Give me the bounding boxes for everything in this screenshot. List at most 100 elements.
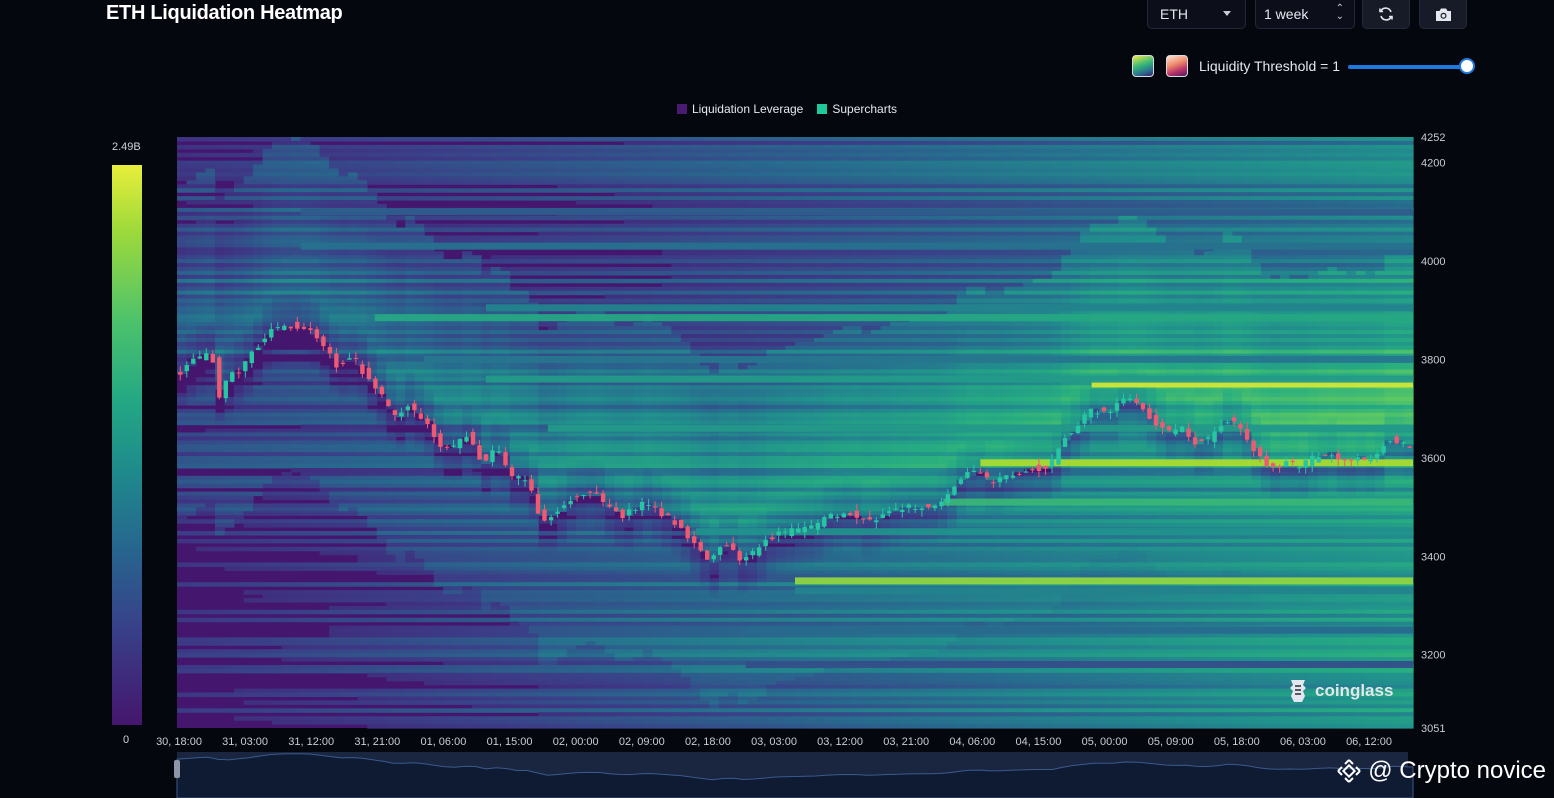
- heat-cell: [376, 286, 387, 292]
- symbol-select[interactable]: ETH: [1147, 0, 1246, 29]
- heat-cell: [471, 144, 482, 150]
- heat-cell: [433, 491, 444, 497]
- heat-cell: [215, 322, 226, 327]
- heat-cell: [196, 499, 207, 504]
- heat-cell: [319, 538, 330, 544]
- heat-cell: [490, 527, 501, 532]
- heat-cell: [433, 475, 444, 481]
- heat-cell: [319, 393, 330, 398]
- liquidity-threshold-slider[interactable]: [1348, 65, 1466, 69]
- heat-cell: [395, 251, 406, 256]
- heat-cell: [253, 337, 264, 343]
- heat-cell: [281, 361, 292, 367]
- heat-cell: [433, 369, 444, 374]
- heat-cell: [386, 570, 397, 575]
- heat-cell: [243, 263, 254, 268]
- heat-cell: [395, 263, 406, 268]
- heat-cell: [177, 314, 188, 319]
- heat-cell: [196, 302, 207, 307]
- heat-cell: [490, 487, 501, 493]
- heat-cell: [386, 598, 397, 603]
- heat-cell: [310, 168, 321, 173]
- heat-cell: [338, 397, 349, 402]
- refresh-button[interactable]: [1362, 0, 1410, 29]
- heat-cell: [471, 534, 482, 540]
- heat-cell: [509, 176, 520, 181]
- heat-cell: [319, 385, 330, 390]
- heat-cell: [215, 259, 226, 264]
- heat-cell: [224, 255, 235, 260]
- heat-cell: [348, 428, 359, 434]
- heat-cell: [224, 152, 235, 158]
- heat-cell: [224, 452, 235, 457]
- heat-cell: [433, 594, 444, 599]
- heat-cell: [281, 641, 292, 646]
- heat-cell: [519, 649, 530, 654]
- heat-cell: [490, 672, 501, 678]
- heat-cell: [433, 144, 444, 150]
- heat-cell: [547, 716, 558, 721]
- heat-cell: [557, 676, 568, 682]
- heat-cell: [310, 507, 321, 512]
- heat-cell: [528, 601, 539, 607]
- heat-cell: [291, 412, 302, 418]
- heat-cell: [443, 337, 454, 343]
- heat-cell: [291, 148, 302, 154]
- heat-cell: [177, 215, 188, 221]
- heat-cell: [376, 515, 387, 520]
- heat-cell: [547, 550, 558, 556]
- colorscheme-viridis-swatch[interactable]: [1132, 55, 1154, 77]
- heat-cell: [291, 219, 302, 225]
- heat-cell: [348, 318, 359, 323]
- colorscheme-magma-swatch[interactable]: [1166, 55, 1188, 77]
- heat-cell: [452, 412, 463, 418]
- heat-cell: [452, 495, 463, 500]
- heat-cell: [281, 274, 292, 280]
- heat-cell: [386, 156, 397, 162]
- screenshot-button[interactable]: [1419, 0, 1467, 29]
- heat-cell: [186, 247, 197, 252]
- heat-cell: [490, 483, 501, 489]
- heat-cell: [357, 645, 368, 650]
- heat-cell: [215, 286, 226, 292]
- heat-cell: [234, 176, 245, 181]
- heat-cell: [186, 314, 197, 319]
- heat-cell: [519, 326, 530, 331]
- heat-cell: [386, 582, 397, 587]
- heat-cell: [319, 290, 330, 296]
- heat-cell: [338, 278, 349, 284]
- legend-item-supercharts[interactable]: Supercharts: [817, 102, 897, 116]
- heat-cell: [376, 538, 387, 544]
- heat-cell: [414, 148, 425, 154]
- slider-thumb[interactable]: [1459, 58, 1475, 74]
- heat-cell: [310, 412, 321, 418]
- heat-cell: [224, 188, 235, 193]
- heat-cell: [310, 274, 321, 280]
- heat-cell: [177, 267, 188, 272]
- heat-cell: [196, 176, 207, 181]
- heat-cell: [528, 341, 539, 347]
- heat-cell: [186, 708, 197, 713]
- heat-cell: [272, 180, 283, 185]
- heat-cell: [253, 223, 264, 229]
- heat-cell: [376, 582, 387, 587]
- heat-cell: [405, 239, 416, 244]
- heat-cell: [357, 239, 368, 244]
- range-select[interactable]: 1 week ⌃ ⌄: [1255, 0, 1355, 29]
- heat-cell: [376, 672, 387, 678]
- heat-cell: [481, 649, 492, 654]
- heat-cell: [253, 546, 264, 552]
- heat-cell: [547, 601, 558, 607]
- heat-cell: [433, 286, 444, 292]
- heat-cell: [547, 286, 558, 292]
- heat-cell: [471, 625, 482, 631]
- heat-cell: [519, 298, 530, 303]
- heat-cell: [300, 617, 311, 623]
- legend-item-liquidation-leverage[interactable]: Liquidation Leverage: [676, 102, 803, 116]
- heat-cell: [300, 176, 311, 181]
- heat-cell: [538, 503, 549, 508]
- heat-cell: [557, 531, 568, 536]
- heat-cell: [490, 196, 501, 201]
- heat-cell: [538, 680, 549, 686]
